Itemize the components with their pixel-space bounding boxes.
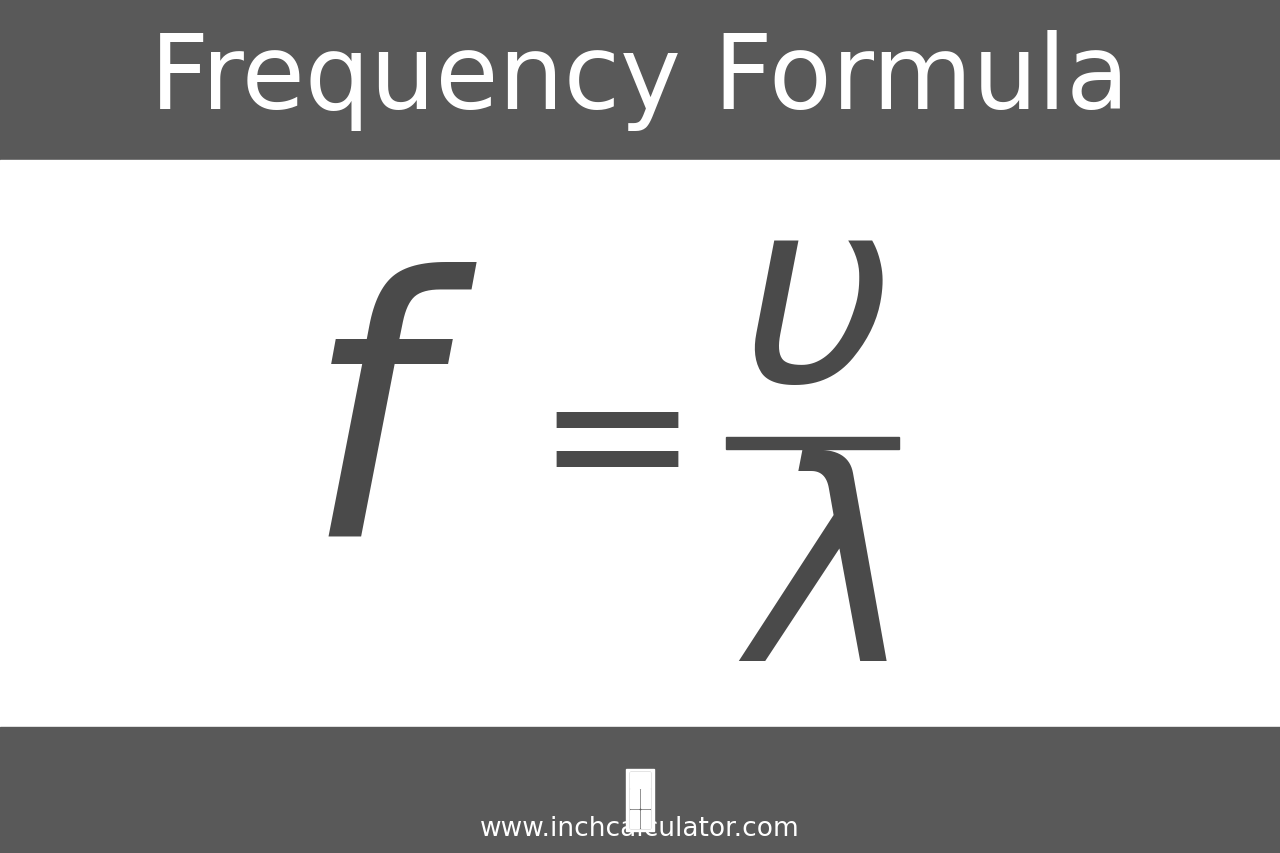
Bar (641, 790, 650, 808)
Bar (0, 160, 1280, 727)
Bar (630, 790, 639, 808)
Bar (630, 809, 639, 828)
Bar (727, 438, 900, 450)
Bar (641, 809, 650, 828)
Bar (630, 772, 650, 828)
Bar (626, 769, 654, 831)
Text: $=$: $=$ (498, 349, 680, 538)
Bar (630, 772, 650, 787)
Text: $\mathit{f}$: $\mathit{f}$ (303, 260, 477, 610)
Text: Frequency Formula: Frequency Formula (150, 30, 1130, 131)
Text: $\mathit{\upsilon}$: $\mathit{\upsilon}$ (740, 183, 886, 439)
Text: $\mathit{\lambda}$: $\mathit{\lambda}$ (737, 450, 888, 718)
Bar (0, 727, 1280, 853)
Text: www.inchcalculator.com: www.inchcalculator.com (480, 815, 800, 841)
Bar (0, 0, 1280, 160)
